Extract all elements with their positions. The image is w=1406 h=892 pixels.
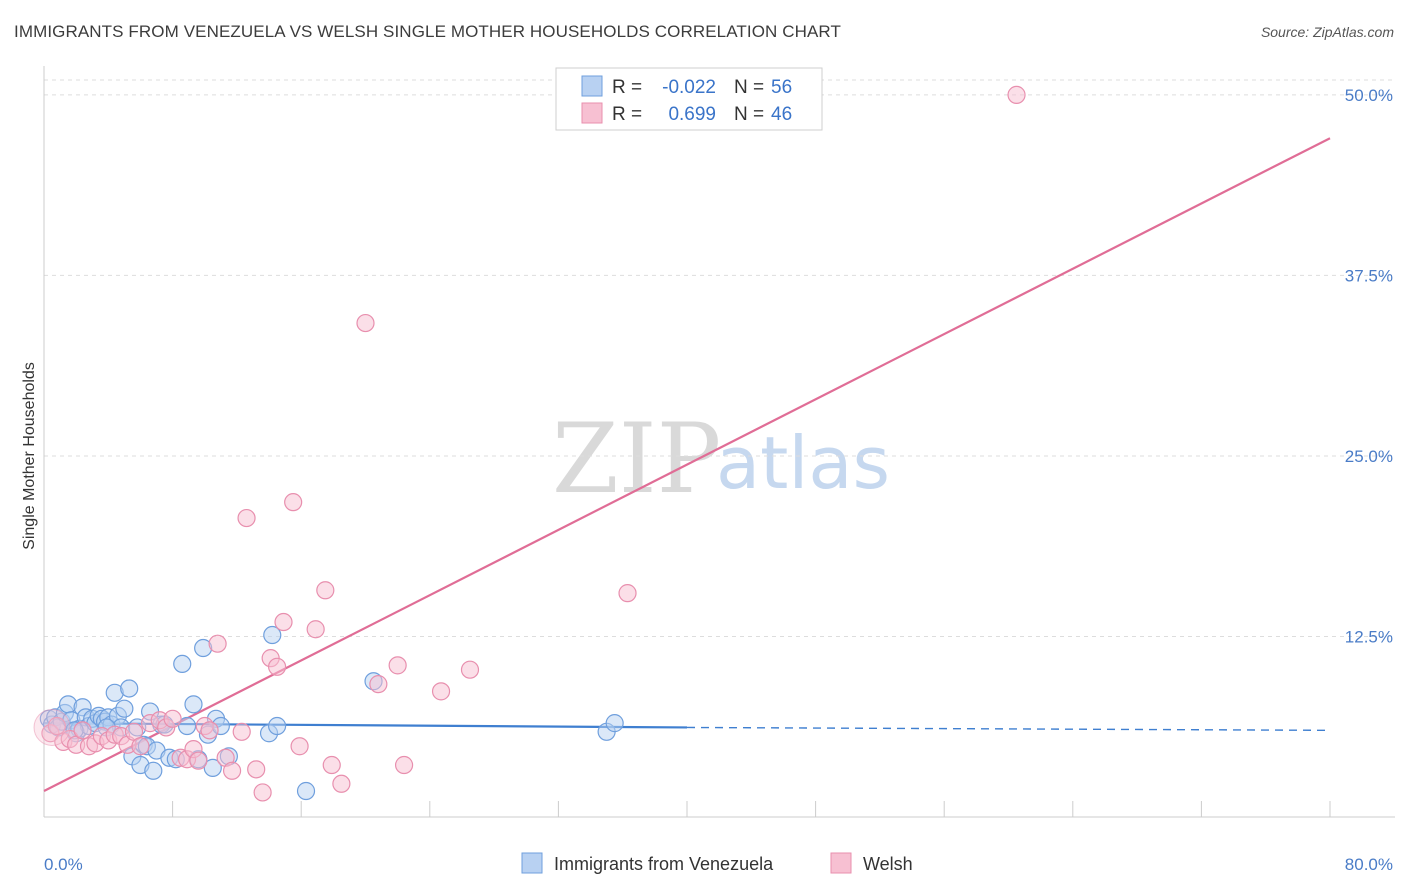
legend-swatch-blue [581,75,603,97]
welsh-point-5 [73,721,92,740]
legend-n-value-2: 46 [771,104,792,125]
legend-n-label-2: N = [734,104,764,125]
venezuela-point-49 [267,716,287,736]
legend-r-value-2: 0.699 [668,104,716,125]
y-tick-label-3: 50.0% [1345,86,1393,105]
venezuela-point-50 [296,781,316,801]
trend-lines [43,137,1331,792]
venezuela-point-37 [173,654,192,674]
legend-swatch-pink [581,102,603,124]
legend-r-label-2: R = [612,104,642,125]
welsh-point-30 [247,760,266,779]
welsh-point-43 [388,656,407,675]
welsh-point-25 [208,634,227,653]
venezuela-point-23 [115,699,134,718]
welsh-point-37 [306,620,325,639]
y-axis-label: Single Mother Households [21,362,38,550]
welsh-point-39 [322,755,341,775]
bottom-legend-swatch-venezuela [521,852,543,874]
venezuela-point-43 [203,758,222,777]
welsh-point-42 [369,675,388,694]
source-credit: Source: ZipAtlas.com [1260,24,1394,40]
welsh-point-27 [222,761,242,780]
welsh-point-48 [1007,85,1026,104]
y-tick-label-1: 25.0% [1345,447,1393,466]
bottom-legend-swatch-welsh [830,852,852,874]
welsh-point-24 [200,721,219,740]
correlation-legend: R = -0.022 N = 56 R = 0.699 N = 46 [555,67,823,131]
x-tick-label-0: 0.0% [44,855,83,874]
welsh-point-36 [290,737,309,756]
y-tick-label-0: 12.5% [1345,627,1393,646]
series-welsh-points [33,85,1026,802]
welsh-point-40 [332,774,351,793]
legend-n-value-1: 56 [771,77,792,98]
series-legend: Immigrants from Venezuela Welsh [521,852,913,874]
welsh-point-38 [316,581,335,600]
chart-title: IMMIGRANTS FROM VENEZUELA VS WELSH SINGL… [14,22,841,41]
welsh-point-14 [131,737,150,756]
welsh-cluster-origin [33,708,71,746]
welsh-point-29 [237,508,256,528]
venezuela-point-24 [120,679,139,698]
legend-r-label-1: R = [612,77,642,98]
tick-labels: 12.5% 25.0% 37.5% 50.0% 0.0% 80.0% [44,86,1393,874]
legend-n-label-1: N = [734,77,764,98]
welsh-point-44 [394,755,414,775]
venezuela-point-53 [605,714,624,733]
welsh-point-46 [460,660,480,679]
legend-r-value-1: -0.022 [662,77,716,98]
x-tick-label-1: 80.0% [1345,855,1393,874]
bottom-legend-label-venezuela: Immigrants from Venezuela [554,854,774,874]
trend-line-venezuela-extension [686,726,1331,732]
welsh-point-41 [356,313,375,333]
y-tick-label-2: 37.5% [1345,266,1393,285]
bottom-legend-label-welsh: Welsh [863,854,913,874]
axes [43,66,1395,818]
welsh-point-1 [47,716,66,736]
welsh-point-47 [618,584,637,603]
welsh-point-28 [232,722,251,741]
welsh-point-18 [163,709,182,728]
welsh-point-35 [284,493,303,512]
watermark-atlas: atlas [716,421,890,505]
welsh-point-31 [253,783,272,802]
trend-line-welsh [43,137,1331,792]
welsh-point-34 [274,612,293,632]
welsh-point-33 [267,657,287,676]
watermark-zip: ZIP [552,403,721,515]
venezuela-point-39 [184,695,203,714]
venezuela-point-38 [177,716,197,736]
venezuela-point-31 [144,761,163,780]
venezuela-point-48 [263,625,282,645]
welsh-point-45 [431,682,451,701]
welsh-point-22 [189,751,208,770]
grid-lines [44,79,1395,637]
